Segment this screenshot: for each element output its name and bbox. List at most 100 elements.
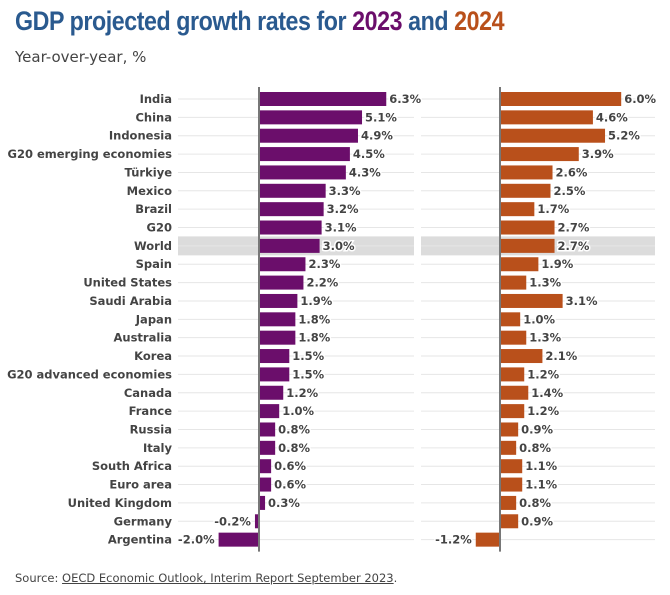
category-label-india: India (140, 92, 172, 106)
category-label-united-kingdom: United Kingdom (68, 496, 172, 510)
value-label-2023-japan: 1.8% (298, 312, 330, 326)
category-label-korea: Korea (134, 349, 172, 363)
title-and: and (402, 6, 455, 36)
value-label-2023-india: 6.3% (389, 92, 421, 106)
category-label-indonesia: Indonesia (109, 129, 172, 143)
bar-2023-united-kingdom (259, 495, 266, 510)
category-label-united-states: United States (83, 276, 172, 290)
title-year-2023: 2023 (352, 6, 403, 36)
value-label-2024-australia: 1.3% (529, 331, 561, 345)
bar-2023-united-states (259, 275, 304, 290)
bar-2024-russia (500, 422, 519, 437)
value-label-2023-france: 1.0% (282, 404, 314, 418)
value-label-2023-south-africa: 0.6% (274, 459, 306, 473)
value-label-2023-g20: 3.1% (325, 221, 357, 235)
value-label-2023-spain: 2.3% (308, 257, 340, 271)
value-label-2023-g20-advanced-economies: 1.5% (292, 367, 324, 381)
bar-2023-china (259, 110, 363, 125)
value-label-2024-mexico: 2.5% (554, 184, 586, 198)
value-label-2023-united-states: 2.2% (306, 276, 338, 290)
bar-2023-g20-emerging-economies (259, 147, 350, 162)
bars (218, 92, 622, 547)
category-label-mexico: Mexico (127, 184, 172, 198)
bar-2023-brazil (259, 202, 324, 217)
bar-2023-g20-advanced-economies (259, 367, 290, 382)
value-label-2024-canada: 1.4% (531, 386, 563, 400)
bar-2023-world (259, 238, 320, 253)
bar-2024-united-kingdom (500, 495, 517, 510)
category-label-saudi-arabia: Saudi Arabia (89, 294, 172, 308)
chart-title: GDP projected growth rates for 2023 and … (15, 6, 505, 37)
category-labels: India China Indonesia G20 emerging economie… (7, 92, 172, 547)
bar-2024-g20-advanced-economies (500, 367, 525, 382)
value-label-2023-canada: 1.2% (286, 386, 318, 400)
category-label-australia: Australia (113, 331, 172, 345)
value-label-2023-world: 3.0% (323, 239, 355, 253)
bar-2024-canada (500, 385, 529, 400)
value-label-2024-south-africa: 1.1% (525, 459, 557, 473)
value-label-2023-argentina: -2.0% (178, 533, 215, 547)
bar-2024-brazil (500, 202, 535, 217)
bar-2024-t-rkiye (500, 165, 553, 180)
bar-2024-spain (500, 257, 539, 272)
bar-2024-germany (500, 514, 519, 529)
bar-2024-saudi-arabia (500, 293, 563, 308)
bar-2023-argentina (218, 532, 259, 547)
source-suffix: . (393, 571, 398, 585)
chart-subtitle: Year-over-year, % (15, 48, 147, 66)
value-label-2024-united-states: 1.3% (529, 276, 561, 290)
value-label-2024-g20-emerging-economies: 3.9% (582, 147, 614, 161)
bar-2024-euro-area (500, 477, 523, 492)
bar-2024-g20-emerging-economies (500, 147, 579, 162)
category-label-spain: Spain (136, 257, 172, 271)
value-label-2023-saudi-arabia: 1.9% (300, 294, 332, 308)
value-label-2024-t-rkiye: 2.6% (556, 165, 588, 179)
value-label-2024-india: 6.0% (624, 92, 656, 106)
bar-2024-argentina (475, 532, 500, 547)
value-label-2023-germany: -0.2% (214, 514, 251, 528)
value-label-2024-indonesia: 5.2% (608, 129, 640, 143)
value-label-2024-spain: 1.9% (541, 257, 573, 271)
value-label-2023-china: 5.1% (365, 110, 397, 124)
category-label-g20-advanced-economies: G20 advanced economies (7, 367, 172, 381)
bar-2024-japan (500, 312, 521, 327)
value-label-2024-japan: 1.0% (523, 312, 555, 326)
category-label-g20: G20 (147, 221, 172, 235)
bar-2023-france (259, 404, 280, 419)
value-label-2023-united-kingdom: 0.3% (268, 496, 300, 510)
bar-2024-world (500, 238, 555, 253)
value-label-2024-saudi-arabia: 3.1% (566, 294, 598, 308)
value-label-2023-russia: 0.8% (278, 422, 310, 436)
bar-2024-korea (500, 349, 543, 364)
value-label-2023-italy: 0.8% (278, 441, 310, 455)
bar-2024-india (500, 92, 622, 106)
value-label-2024-france: 1.2% (527, 404, 559, 418)
bar-2023-japan (259, 312, 296, 327)
category-label-argentina: Argentina (108, 533, 172, 547)
title-text: GDP projected growth rates for (15, 6, 353, 36)
bar-2023-italy (259, 440, 276, 455)
value-label-2024-italy: 0.8% (519, 441, 551, 455)
value-label-2024-korea: 2.1% (545, 349, 577, 363)
bar-2024-china (500, 110, 593, 125)
category-label-euro-area: Euro area (109, 478, 172, 492)
category-label-brazil: Brazil (135, 202, 172, 216)
value-label-2024-brazil: 1.7% (537, 202, 569, 216)
bar-2023-india (259, 92, 387, 106)
bar-2024-g20 (500, 220, 555, 235)
category-label-germany: Germany (114, 514, 173, 528)
value-label-2024-china: 4.6% (596, 110, 628, 124)
value-label-2023-korea: 1.5% (292, 349, 324, 363)
category-label-japan: Japan (135, 312, 172, 326)
zero-axes (258, 87, 501, 552)
title-year-2024: 2024 (454, 6, 505, 36)
source-link[interactable]: OECD Economic Outlook, Interim Report Se… (62, 571, 394, 585)
value-labels: 6.3% 6.0% 5.1% 4.6% 4.9% 5.2% 4.5% 3.9% 4.3% 2.6%… (176, 91, 658, 549)
value-label-2023-t-rkiye: 4.3% (349, 165, 381, 179)
category-label-world: World (134, 239, 172, 253)
category-label-france: France (129, 404, 173, 418)
bar-2024-france (500, 404, 525, 419)
bar-2024-united-states (500, 275, 527, 290)
value-label-2024-germany: 0.9% (521, 514, 553, 528)
